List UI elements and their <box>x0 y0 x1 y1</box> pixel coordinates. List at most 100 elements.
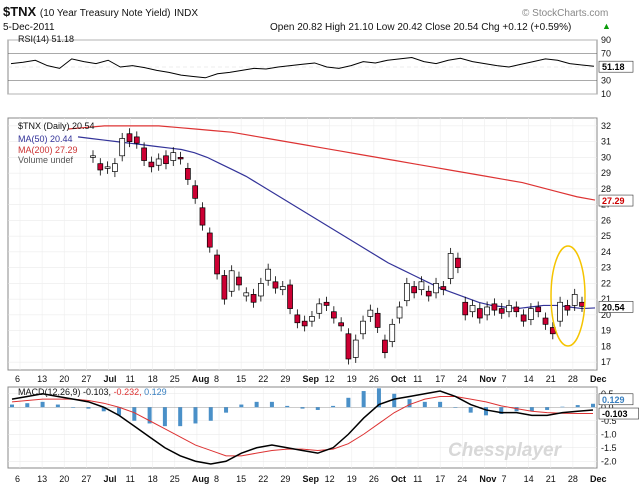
macd-panel <box>7 386 598 469</box>
macd-hist-bar-22 <box>346 397 351 408</box>
exchange: INDX <box>174 8 199 19</box>
x-tick-24: 21 <box>546 374 556 384</box>
price-tick-17: 17 <box>601 357 611 367</box>
candle-body-62 <box>542 317 549 325</box>
candle-body-7 <box>141 147 147 161</box>
candle-body-3 <box>112 163 118 172</box>
x-tick-16: 26 <box>369 374 379 384</box>
candle-body-29 <box>301 320 308 327</box>
macd-hist-bar-6 <box>101 407 106 412</box>
candle-body-42 <box>396 306 403 319</box>
candle-body-44 <box>411 286 417 294</box>
x-tick-18: 11 <box>413 374 422 384</box>
macd-hist-bar-38 <box>591 403 595 408</box>
macd-x-tick-10: 15 <box>236 474 246 484</box>
candle-body-1 <box>97 163 104 171</box>
candle-body-14 <box>192 185 199 199</box>
candle-body-32 <box>323 301 330 306</box>
candle-body-17 <box>214 254 220 275</box>
rsi-tick-90: 90 <box>601 35 611 45</box>
macd-hist-bar-5 <box>86 407 91 409</box>
x-tick-10: 15 <box>236 374 246 384</box>
candle-body-61 <box>535 306 542 313</box>
price-legend-0: $TNX (Daily) 20.54 <box>18 121 95 131</box>
x-tick-2: 20 <box>59 374 69 384</box>
close-last-label-box <box>598 301 634 313</box>
x-tick-8: Aug <box>192 374 210 384</box>
macd-hist-bar-27 <box>422 401 427 408</box>
candle-body-5 <box>126 133 133 142</box>
macd-tick--1.0: -1.0 <box>601 429 617 439</box>
macd-x-tick-8: Aug <box>192 474 210 484</box>
candle-body-38 <box>367 309 374 317</box>
candle-body-65 <box>564 305 571 311</box>
macd-hist-bar-21 <box>331 405 336 408</box>
x-tick-13: Sep <box>303 374 320 384</box>
price-tick-19: 19 <box>601 326 611 336</box>
candle-body-8 <box>148 161 155 168</box>
candle-body-36 <box>352 339 359 358</box>
price-tick-31: 31 <box>601 137 611 147</box>
candle-body-47 <box>433 283 439 294</box>
candle-body-30 <box>309 316 315 322</box>
macd-legend-macd: MACD(12,26,9) -0.103, <box>18 387 112 397</box>
macd-hist-bar-13 <box>208 407 213 421</box>
macd-hist-bar-17 <box>269 401 274 408</box>
macd-hist-bar-15 <box>239 404 244 408</box>
macd-x-tick-4: Jul <box>103 474 116 484</box>
macd-x-tick-23: 14 <box>524 474 534 484</box>
x-tick-7: 25 <box>170 374 180 384</box>
macd-hist-bar-11 <box>178 407 183 427</box>
x-tick-14: 12 <box>325 374 335 384</box>
macd-x-tick-16: 26 <box>369 474 379 484</box>
rsi-tick-10: 10 <box>601 89 611 99</box>
x-tick-3: 27 <box>81 374 91 384</box>
macd-x-tick-7: 25 <box>170 474 180 484</box>
macd-x-tick-24: 21 <box>546 474 556 484</box>
x-tick-15: 19 <box>347 374 357 384</box>
candle-body-11 <box>170 152 177 161</box>
x-tick-21: Nov <box>479 374 496 384</box>
candle-body-48 <box>440 286 447 291</box>
macd-x-tick-20: 24 <box>457 474 467 484</box>
candle-body-39 <box>374 312 381 328</box>
macd-x-tick-19: 17 <box>435 474 445 484</box>
macd-hist-bar-23 <box>361 391 366 408</box>
macd-hist-bar-4 <box>71 407 76 408</box>
macd-x-tick-2: 20 <box>59 474 69 484</box>
candle-body-16 <box>206 232 213 248</box>
watermark-stockcharts: © StockCharts.com <box>522 8 609 19</box>
candle-body-37 <box>360 320 366 335</box>
x-tick-19: 17 <box>435 374 445 384</box>
ma200-last-label: 27.29 <box>602 196 625 206</box>
macd-x-tick-13: Sep <box>303 474 320 484</box>
macd-hist-bar-33 <box>514 407 519 412</box>
macd-x-tick-17: Oct <box>391 474 406 484</box>
macd-x-tick-0: 6 <box>15 474 20 484</box>
macd-x-tick-21: Nov <box>479 474 496 484</box>
macd-hist-bar-2 <box>40 401 45 408</box>
candle-body-34 <box>338 322 344 327</box>
macd-hist-bar-8 <box>132 407 137 421</box>
x-tick-12: 29 <box>280 374 290 384</box>
price-tick-20: 20 <box>601 310 611 320</box>
price-tick-30: 30 <box>601 152 611 162</box>
macd-last-label-box <box>598 407 639 420</box>
price-tick-32: 32 <box>601 121 611 131</box>
macd-hist-bar-29 <box>453 407 458 408</box>
x-tick-26: Dec <box>590 374 607 384</box>
price-tick-18: 18 <box>601 341 611 351</box>
macd-hist-bar-34 <box>529 407 534 412</box>
macd-x-tick-1: 13 <box>37 474 47 484</box>
chart-date: 5-Dec-2011 <box>3 22 55 33</box>
macd-hist-bar-31 <box>483 407 488 416</box>
macd-x-tick-6: 18 <box>148 474 158 484</box>
macd-hist-bar-25 <box>392 393 397 408</box>
price-tick-24: 24 <box>601 247 611 257</box>
close-last-label: 20.54 <box>602 302 625 312</box>
macd-x-tick-18: 11 <box>413 474 422 484</box>
rsi-line <box>10 57 595 79</box>
candle-body-41 <box>389 323 396 343</box>
macd-hist-bar-3 <box>55 404 60 408</box>
watermark-chessplayer: Chessplayer <box>448 440 562 461</box>
